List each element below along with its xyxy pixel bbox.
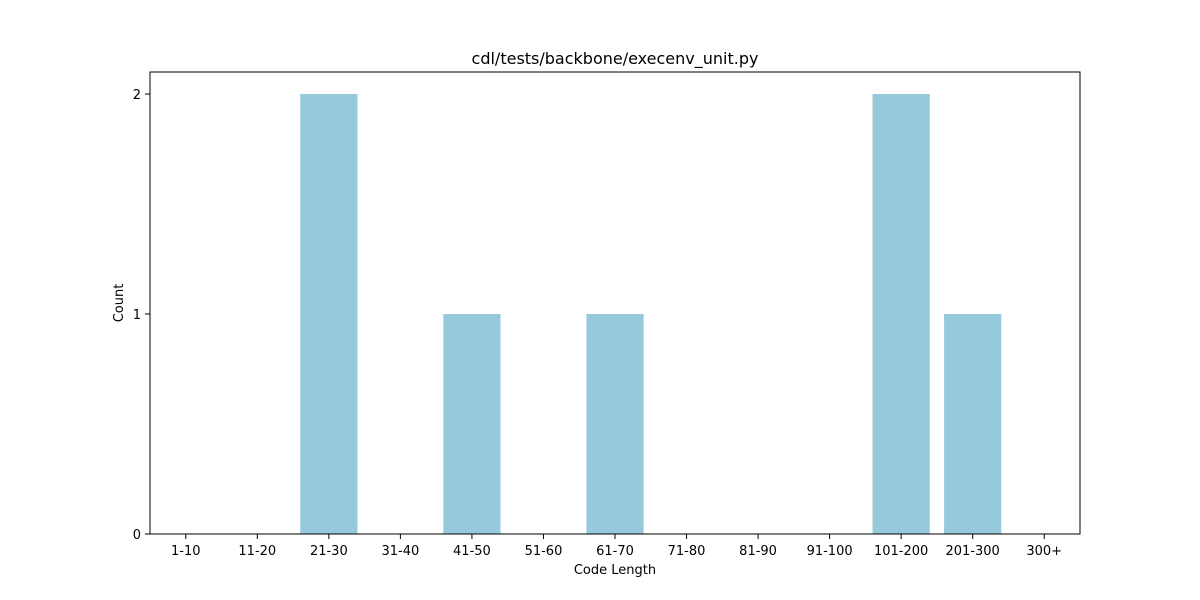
y-axis: 0 1 2 (133, 88, 150, 543)
y-axis-label: Count (112, 284, 127, 323)
x-tick-label: 41-50 (453, 544, 491, 559)
x-tick-label: 71-80 (668, 544, 706, 559)
bar-101-200 (872, 94, 930, 534)
x-axis-label: Code Length (574, 563, 656, 578)
x-tick-label: 31-40 (381, 544, 419, 559)
x-tick-label: 91-100 (807, 544, 853, 559)
bars-group (300, 94, 1002, 534)
chart-title: cdl/tests/backbone/execenv_unit.py (472, 49, 759, 69)
y-tick-label: 1 (133, 308, 141, 323)
bar-201-300 (944, 314, 1002, 534)
bar-61-70 (586, 314, 644, 534)
x-tick-label: 11-20 (238, 544, 276, 559)
x-tick-label: 1-10 (171, 544, 201, 559)
x-tick-label: 21-30 (310, 544, 348, 559)
y-tick-label: 2 (133, 88, 141, 103)
bar-41-50 (443, 314, 501, 534)
y-tick-label: 0 (133, 528, 141, 543)
x-axis: 1-10 11-20 21-30 31-40 41-50 51-60 61-70 71-80 8… (171, 534, 1062, 559)
x-tick-label: 300+ (1026, 544, 1062, 559)
x-tick-label: 61-70 (596, 544, 634, 559)
bar-21-30 (300, 94, 358, 534)
x-tick-label: 51-60 (525, 544, 563, 559)
x-tick-label: 201-300 (946, 544, 1000, 559)
x-tick-label: 101-200 (874, 544, 928, 559)
x-tick-label: 81-90 (739, 544, 777, 559)
